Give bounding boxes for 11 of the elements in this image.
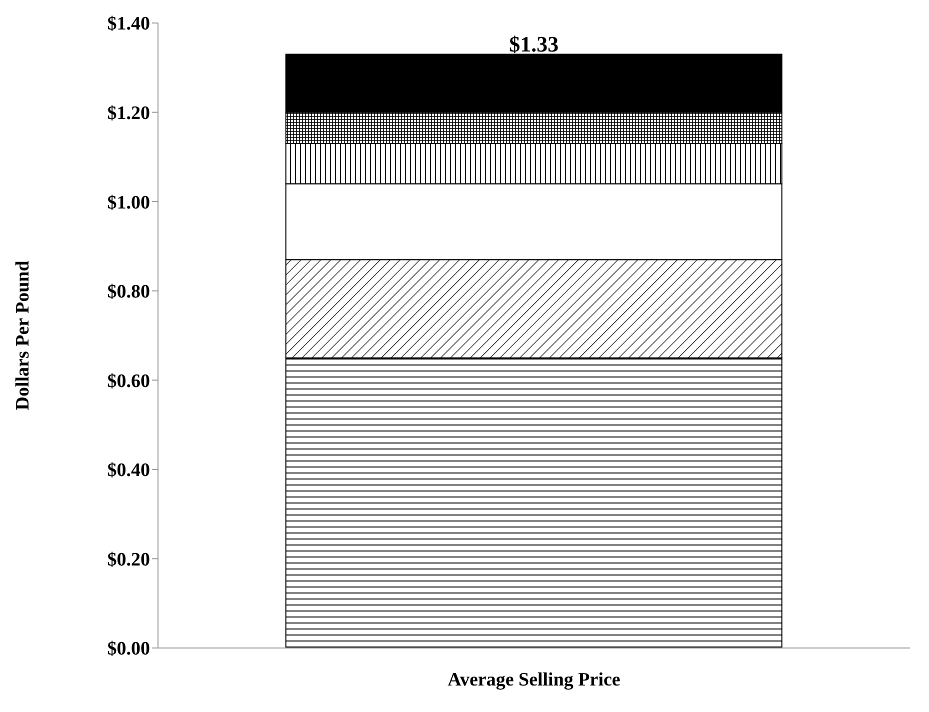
y-axis-title: Dollars Per Pound <box>12 260 34 410</box>
y-tick-label: $1.20 <box>107 103 150 124</box>
y-tick-label: $0.80 <box>107 282 150 303</box>
total-label: $1.33 <box>509 31 559 56</box>
y-tick-label: $0.40 <box>107 460 150 482</box>
y-tick-label: $0.60 <box>107 370 150 392</box>
y-tick-label: $1.40 <box>107 14 150 35</box>
x-tick-label: Average Selling Price <box>448 669 620 690</box>
y-tick-label: $1.00 <box>107 192 150 214</box>
y-tick-label: $0.20 <box>107 549 150 570</box>
y-tick-label: $0.00 <box>107 638 150 660</box>
